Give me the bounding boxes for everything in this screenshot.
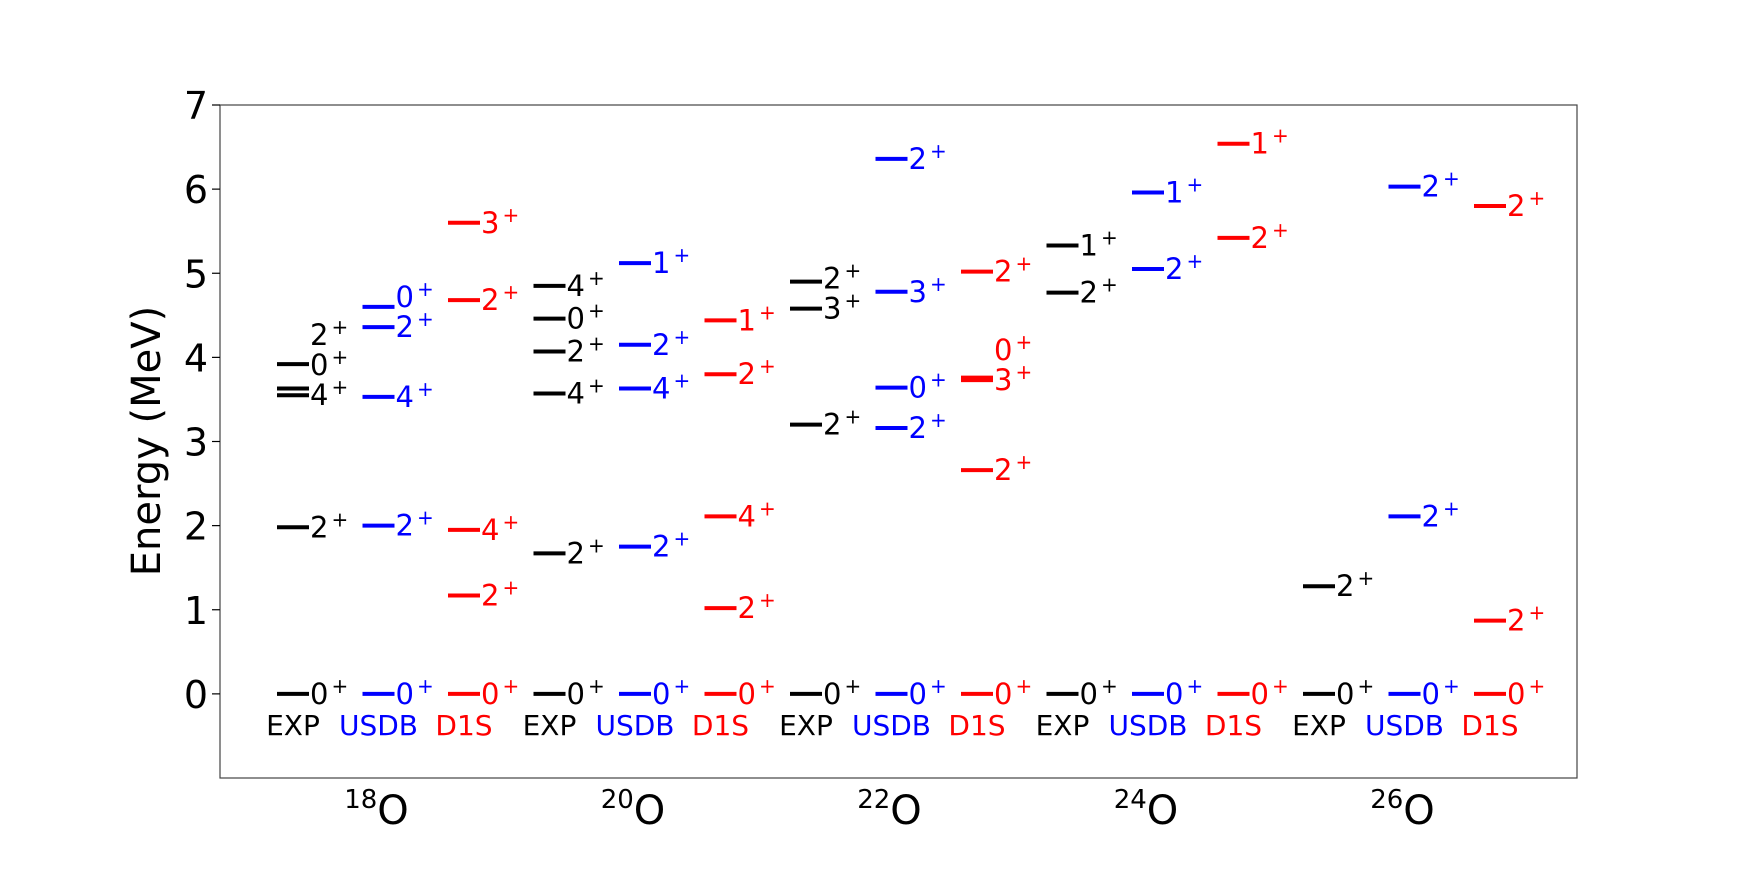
level-label: 0 + xyxy=(652,674,690,711)
level-label: 0 + xyxy=(1080,674,1118,711)
level-label: 3 + xyxy=(909,272,947,309)
column-label: D1S xyxy=(692,709,749,742)
level-label: 0 + xyxy=(396,674,434,711)
level-label: 2 + xyxy=(1422,167,1460,204)
level-label: 0 + xyxy=(310,674,348,711)
level-label: 1 + xyxy=(652,243,690,280)
y-tick-label: 4 xyxy=(184,336,208,380)
column-labels: EXP USDB D1S EXP USDB D1S EXP USDB D1S EXP USDB D1S… xyxy=(266,709,1518,742)
y-axis-label: Energy (MeV) xyxy=(124,306,170,576)
level-label: 2 + xyxy=(481,280,519,317)
level-label: 2 + xyxy=(1251,218,1289,255)
level-label: 0 + xyxy=(1422,674,1460,711)
level-label: 0 + xyxy=(738,674,776,711)
column-label: USDB xyxy=(1108,709,1187,742)
level-label: 2 + xyxy=(310,315,348,352)
column-label: D1S xyxy=(948,709,1005,742)
column-label: D1S xyxy=(435,709,492,742)
level-label: 2 + xyxy=(994,252,1032,289)
level-label: 4 + xyxy=(567,374,605,411)
y-tick-label: 0 xyxy=(184,673,208,717)
nucleus-labels: 18O 20O 22O 24O 26O xyxy=(344,785,1435,834)
level-label: 2 + xyxy=(310,507,348,544)
level-label: 4 + xyxy=(481,510,519,547)
level-label: 0 + xyxy=(567,674,605,711)
level-label: 2 + xyxy=(1336,566,1374,603)
level-label: 2 + xyxy=(652,325,690,362)
level-label: 4 + xyxy=(567,266,605,303)
level-label: 2 + xyxy=(567,533,605,570)
nucleus-label: 24O xyxy=(1114,785,1179,834)
level-label: 1 + xyxy=(738,300,776,337)
column-label: D1S xyxy=(1205,709,1262,742)
y-axis: 0 1 2 3 4 5 6 7 xyxy=(184,84,220,717)
y-tick-label: 7 xyxy=(184,84,208,128)
column-label: USDB xyxy=(852,709,931,742)
y-tick-label: 2 xyxy=(184,505,208,549)
nucleus-label: 20O xyxy=(601,785,666,834)
column-label: USDB xyxy=(1365,709,1444,742)
level-label: 2 + xyxy=(738,354,776,391)
level-label: 2 + xyxy=(823,259,861,296)
level-label: 0 + xyxy=(1507,674,1545,711)
level-label: 2 + xyxy=(823,405,861,442)
level-label: 2 + xyxy=(396,307,434,344)
level-label: 4 + xyxy=(310,375,348,412)
y-tick-label: 1 xyxy=(184,589,208,633)
level-label: 0 + xyxy=(396,277,434,314)
level-label: 2 + xyxy=(396,506,434,543)
level-label: 3 + xyxy=(823,289,861,326)
level-label: 0 + xyxy=(909,368,947,405)
level-label: 2 + xyxy=(1507,601,1545,638)
nucleus-label: 26O xyxy=(1370,785,1435,834)
level-label: 2 + xyxy=(994,450,1032,487)
y-tick-label: 5 xyxy=(184,252,208,296)
level-label: 0 + xyxy=(909,674,947,711)
level-label: 3 + xyxy=(994,360,1032,397)
level-label: 0 + xyxy=(1336,674,1374,711)
level-label: 4 + xyxy=(396,377,434,414)
nucleus-label: 18O xyxy=(344,785,409,834)
level-label: 0 + xyxy=(567,299,605,336)
level-label: 2 + xyxy=(1165,249,1203,286)
level-label: 0 + xyxy=(994,674,1032,711)
y-tick-label: 6 xyxy=(184,168,208,212)
level-label: 0 + xyxy=(823,674,861,711)
level-label: 0 + xyxy=(310,345,348,382)
level-label: 0 + xyxy=(994,330,1032,367)
column-label: EXP xyxy=(1292,709,1346,742)
level-label: 2 + xyxy=(652,527,690,564)
level-label: 2 + xyxy=(481,575,519,612)
level-label: 2 + xyxy=(909,408,947,445)
column-label: EXP xyxy=(1036,709,1090,742)
level-label: 1 + xyxy=(1251,124,1289,161)
level-label: 0 + xyxy=(481,674,519,711)
level-label: 0 + xyxy=(1165,674,1203,711)
level-label: 2 + xyxy=(1507,186,1545,223)
level-label: 3 + xyxy=(481,203,519,240)
level-label: 4 + xyxy=(738,496,776,533)
level-label: 2 + xyxy=(1080,273,1118,310)
nucleus-label: 22O xyxy=(857,785,922,834)
column-label: EXP xyxy=(266,709,320,742)
column-label: EXP xyxy=(523,709,577,742)
level-label: 4 + xyxy=(652,369,690,406)
level-label: 1 + xyxy=(1165,172,1203,209)
level-label: 0 + xyxy=(1251,674,1289,711)
level-label: 1 + xyxy=(1080,225,1118,262)
level-label: 2 + xyxy=(909,139,947,176)
y-tick-label: 3 xyxy=(184,421,208,465)
column-label: USDB xyxy=(595,709,674,742)
column-label: USDB xyxy=(339,709,418,742)
level-label: 2 + xyxy=(738,588,776,625)
level-label: 2 + xyxy=(567,331,605,368)
column-label: EXP xyxy=(779,709,833,742)
level-label: 2 + xyxy=(1422,496,1460,533)
levels-layer: 0 +2 +4 +0 +2 +0 +2 +4 +2 +0 +0 +2 +4 +2 +3 +0 +2 +4 +2 +0 +… xyxy=(277,124,1545,711)
column-label: D1S xyxy=(1461,709,1518,742)
